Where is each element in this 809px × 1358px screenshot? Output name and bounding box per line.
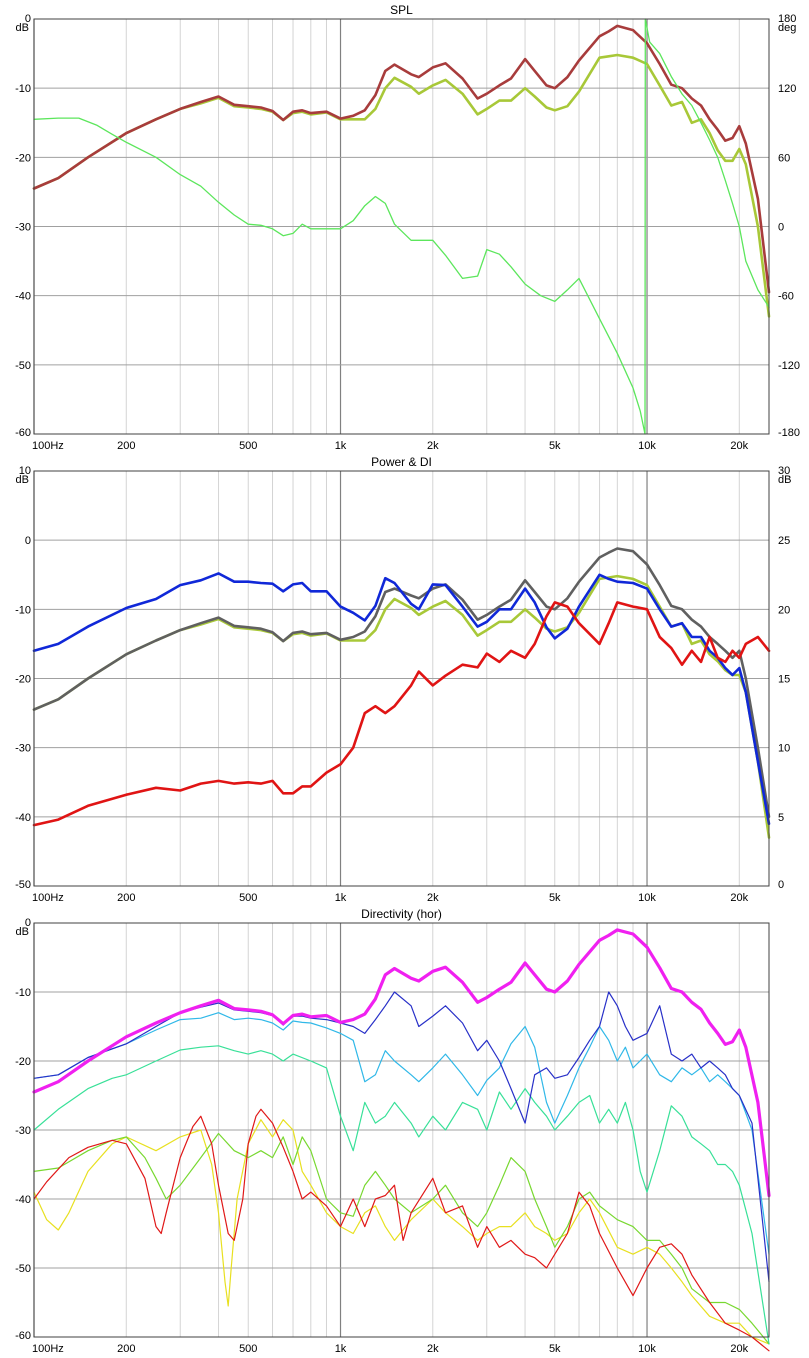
y-tick-label: -10 <box>15 987 31 999</box>
y2-tick-label: -120 <box>778 360 800 372</box>
y2-tick-label: -180 <box>778 427 800 439</box>
x-tick-label: 200 <box>117 440 135 452</box>
y2-tick-label: 0 <box>778 879 784 891</box>
x-tick-label: 100Hz <box>32 1343 64 1355</box>
y-tick-label: -40 <box>15 812 31 824</box>
x-tick-label: 2k <box>427 1343 439 1355</box>
x-tick-label: 5k <box>549 892 561 904</box>
y-tick-label: -30 <box>15 1125 31 1137</box>
y-axis-unit-left: dB <box>16 474 29 486</box>
series-line-3 <box>33 1108 770 1352</box>
x-tick-label: 500 <box>239 892 257 904</box>
series-line-1 <box>32 574 771 839</box>
x-tick-label: 10k <box>638 440 656 452</box>
x-tick-label: 1k <box>335 892 347 904</box>
y-tick-label: -30 <box>15 222 31 234</box>
x-tick-label: 2k <box>427 892 439 904</box>
x-tick-label: 10k <box>638 1343 656 1355</box>
y2-tick-label: -60 <box>778 291 794 303</box>
x-tick-label: 5k <box>549 1343 561 1355</box>
y-axis-unit-right: deg <box>778 22 796 34</box>
x-tick-label: 500 <box>239 1343 257 1355</box>
y-axis-unit-left: dB <box>16 22 29 34</box>
y2-tick-label: 180 <box>778 13 796 25</box>
grid <box>33 922 769 1338</box>
x-tick-label: 200 <box>117 1343 135 1355</box>
chart-panel-1: SPL dB -60 -50 -40 -30 -20 -10 0 deg -180 -120 -60 0 6… <box>15 3 800 452</box>
chart-title: SPL <box>390 3 413 17</box>
series-line-2 <box>32 547 771 819</box>
series-line-7 <box>32 928 771 1198</box>
y2-tick-label: 5 <box>778 812 784 824</box>
x-tick-label: 2k <box>427 440 439 452</box>
series-line-2 <box>33 1132 770 1345</box>
y-axis-unit-right: dB <box>778 474 791 486</box>
y2-tick-label: 60 <box>778 152 790 164</box>
series-line-1 <box>32 53 771 318</box>
series-line-4 <box>33 1045 770 1345</box>
x-tick-label: 5k <box>549 440 561 452</box>
series-line-3 <box>33 18 770 435</box>
x-tick-label: 200 <box>117 892 135 904</box>
grid <box>33 18 769 435</box>
series-group <box>32 928 771 1352</box>
y-tick-label: -30 <box>15 743 31 755</box>
y-tick-label: -10 <box>15 604 31 616</box>
y-tick-label: -60 <box>15 1330 31 1342</box>
y-tick-label: -40 <box>15 291 31 303</box>
y-axis-unit-left: dB <box>16 926 29 938</box>
x-tick-label: 20k <box>730 892 748 904</box>
y-tick-label: -20 <box>15 1056 31 1068</box>
y2-tick-label: 120 <box>778 83 796 95</box>
series-line-4 <box>32 601 771 827</box>
y-tick-label: -20 <box>15 674 31 686</box>
y-tick-label: 0 <box>25 13 31 25</box>
y-tick-label: -50 <box>15 879 31 891</box>
y2-tick-label: 15 <box>778 674 790 686</box>
chart-title: Power & DI <box>371 455 432 469</box>
plot-frame <box>33 18 770 435</box>
y-tick-label: -10 <box>15 83 31 95</box>
plot-frame <box>33 470 770 887</box>
x-tick-label: 1k <box>335 1343 347 1355</box>
y2-tick-label: 25 <box>778 535 790 547</box>
chart-panel-2: Power & DIdB-50-40-30-20-10010dB05101520… <box>15 455 791 904</box>
series-group <box>32 18 771 435</box>
y-tick-label: 10 <box>19 465 31 477</box>
y-tick-label: 0 <box>25 917 31 929</box>
y2-tick-label: 0 <box>778 222 784 234</box>
series-line-3 <box>32 572 771 826</box>
x-tick-label: 1k <box>335 440 347 452</box>
chart-panel-3: Directivity (hor) dB -60 -50 -40 -30 -20 -10 0 10… <box>15 907 771 1355</box>
x-tick-label: 100Hz <box>32 440 64 452</box>
y2-tick-label: 10 <box>778 743 790 755</box>
x-tick-label: 10k <box>638 892 656 904</box>
y-tick-label: -40 <box>15 1194 31 1206</box>
y-tick-label: 0 <box>25 535 31 547</box>
y2-tick-label: 30 <box>778 465 790 477</box>
x-tick-label: 20k <box>730 440 748 452</box>
series-line-2 <box>32 24 771 294</box>
y2-tick-label: 20 <box>778 604 790 616</box>
series-line-5 <box>33 1012 770 1255</box>
chart-title: Directivity (hor) <box>361 907 442 921</box>
x-tick-label: 500 <box>239 440 257 452</box>
series-group <box>32 547 771 839</box>
x-tick-label: 100Hz <box>32 892 64 904</box>
series-line-1 <box>33 1119 770 1345</box>
y-tick-label: -20 <box>15 152 31 164</box>
x-tick-label: 20k <box>730 1343 748 1355</box>
y-tick-label: -50 <box>15 360 31 372</box>
y-tick-label: -60 <box>15 427 31 439</box>
plot-frame <box>33 922 770 1338</box>
y-tick-label: -50 <box>15 1263 31 1275</box>
